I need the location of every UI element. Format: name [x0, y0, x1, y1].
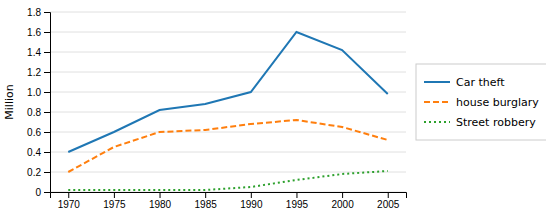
tick: 1.0: [27, 87, 50, 98]
legend-frame: [416, 64, 546, 140]
tick: 0: [35, 187, 50, 198]
lines: [68, 32, 387, 190]
tick-mark: [44, 152, 50, 153]
tick-mark: [44, 172, 50, 173]
grid-line: [50, 32, 406, 33]
tick-label: 0.2: [27, 167, 41, 178]
tick-mark: [44, 32, 50, 33]
legend-label: Car theft: [456, 76, 505, 89]
tick-mark: [296, 192, 297, 198]
tick-label: 1.8: [27, 7, 41, 18]
chart: 1970197519801985199019952000200500.20.40…: [0, 0, 546, 218]
grid-line: [50, 112, 406, 113]
axis-line: [44, 13, 51, 193]
tick: 1995: [286, 192, 309, 210]
tick-label: 1975: [103, 199, 126, 210]
tick-mark: [44, 92, 50, 93]
tick: 1975: [103, 192, 126, 210]
tick-label: 1970: [58, 199, 81, 210]
grid: [50, 12, 406, 192]
grid-line: [50, 52, 406, 53]
tick-label: 2005: [377, 199, 400, 210]
legend-swatch: [424, 101, 450, 103]
tick: 1990: [240, 192, 263, 210]
grid-line: [50, 132, 406, 133]
tick-label: 2000: [331, 199, 354, 210]
tick-label: 1980: [149, 199, 172, 210]
grid-line: [50, 72, 406, 73]
axis-line: [51, 193, 407, 199]
legend-item: Car theft: [424, 76, 505, 89]
tick-label: 0.4: [27, 147, 41, 158]
legend-swatch: [424, 121, 450, 123]
tick-mark: [251, 192, 252, 198]
series-line: [68, 120, 387, 172]
tick: 1.8: [27, 7, 50, 18]
legend: Car theft house burglary Street robbery: [416, 64, 546, 140]
tick: 0.2: [27, 167, 50, 178]
x-axis: 1970 1975 1980 1985 1990 1995 2000 2005: [51, 192, 407, 210]
tick-mark: [44, 112, 50, 113]
tick: 1980: [149, 192, 172, 210]
legend-item: Street robbery: [424, 116, 536, 129]
tick: 2005: [377, 192, 400, 210]
tick-label: 1.4: [27, 47, 41, 58]
legend-item: house burglary: [424, 96, 539, 109]
tick-label: 0.8: [27, 107, 41, 118]
plot: 1970197519801985199019952000200500.20.40…: [27, 7, 406, 210]
tick-mark: [342, 192, 343, 198]
tick: 1985: [195, 192, 218, 210]
tick: 1.6: [27, 27, 50, 38]
tick-mark: [44, 132, 50, 133]
tick-label: 0.6: [27, 127, 41, 138]
tick-mark: [114, 192, 115, 198]
tick-label: 1.2: [27, 67, 41, 78]
tick-label: 1.0: [27, 87, 41, 98]
tick-mark: [388, 192, 389, 198]
tick: 1.4: [27, 47, 50, 58]
tick-mark: [205, 192, 206, 198]
y-axis-title: Million: [3, 84, 16, 119]
grid-line: [50, 92, 406, 93]
tick: 0.6: [27, 127, 50, 138]
series-line: [68, 171, 387, 190]
y-axis: 0 0.2 0.4 0.6 0.8 1.0 1.2 1.4 1.6 1.8: [27, 7, 50, 198]
series-line: [68, 32, 387, 152]
tick-label: 1990: [240, 199, 263, 210]
tick-mark: [44, 72, 50, 73]
grid-line: [50, 12, 406, 13]
tick-mark: [44, 12, 50, 13]
tick: 2000: [331, 192, 354, 210]
legend-label: house burglary: [456, 96, 539, 109]
tick-mark: [44, 192, 50, 193]
tick: 0.4: [27, 147, 50, 158]
tick-mark: [44, 52, 50, 53]
tick-mark: [68, 192, 69, 198]
legend-swatch: [424, 81, 450, 83]
tick: 0.8: [27, 107, 50, 118]
tick-label: 1995: [286, 199, 309, 210]
legend-label: Street robbery: [456, 116, 536, 129]
tick-label: 1985: [195, 199, 218, 210]
tick-mark: [160, 192, 161, 198]
tick-label: 1.6: [27, 27, 41, 38]
tick: 1.2: [27, 67, 50, 78]
tick: 1970: [58, 192, 81, 210]
tick-label: 0: [35, 187, 41, 198]
